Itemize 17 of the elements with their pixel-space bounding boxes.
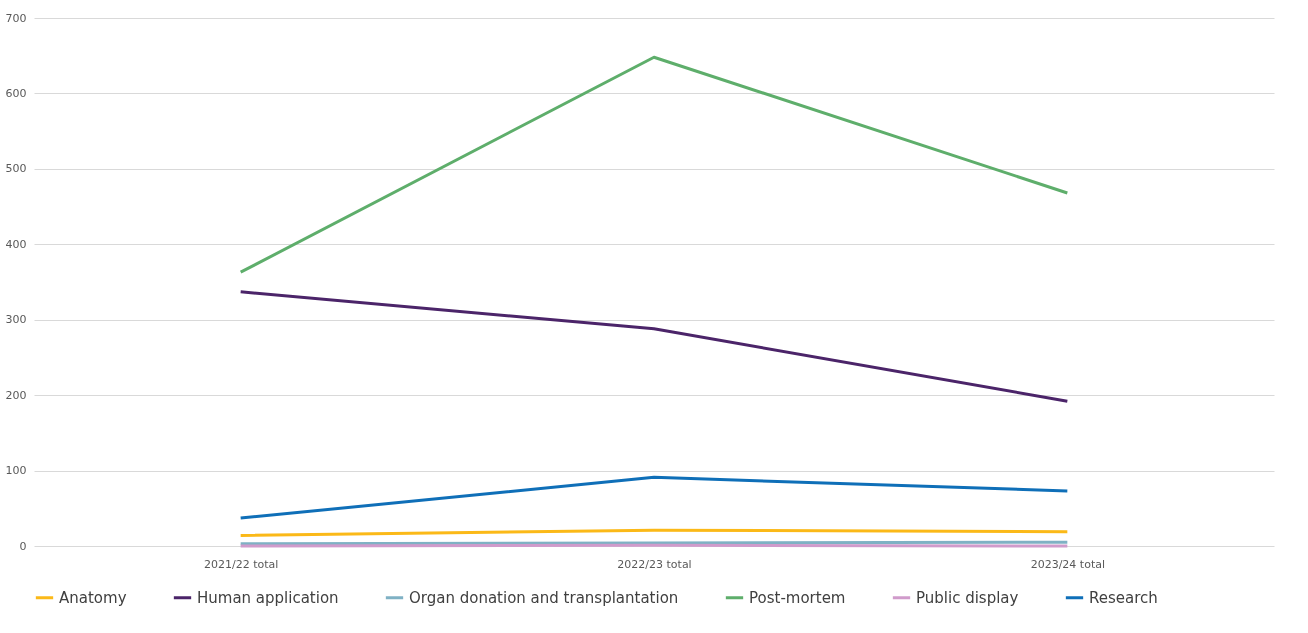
legend-label: Human application: [197, 588, 339, 607]
legend-label: Public display: [916, 588, 1019, 607]
legend-label: Post-mortem: [749, 588, 846, 607]
y-tick-label: 100: [5, 464, 27, 478]
y-tick-label: 300: [5, 313, 27, 327]
x-tick-label: 2023/24 total: [1030, 557, 1106, 571]
legend-label: Organ donation and transplantation: [409, 588, 679, 607]
x-tick-label: 2022/23 total: [617, 557, 692, 571]
x-tick-label: 2021/22 total: [203, 557, 279, 571]
y-tick-label: 0: [19, 539, 27, 553]
y-tick-label: 200: [5, 388, 27, 402]
y-tick-label: 600: [5, 86, 27, 100]
y-tick-label: 400: [5, 237, 27, 251]
legend-label: Research: [1089, 588, 1158, 607]
legend-label: Anatomy: [59, 588, 127, 607]
y-tick-label: 700: [5, 11, 27, 25]
y-tick-label: 500: [5, 162, 27, 176]
